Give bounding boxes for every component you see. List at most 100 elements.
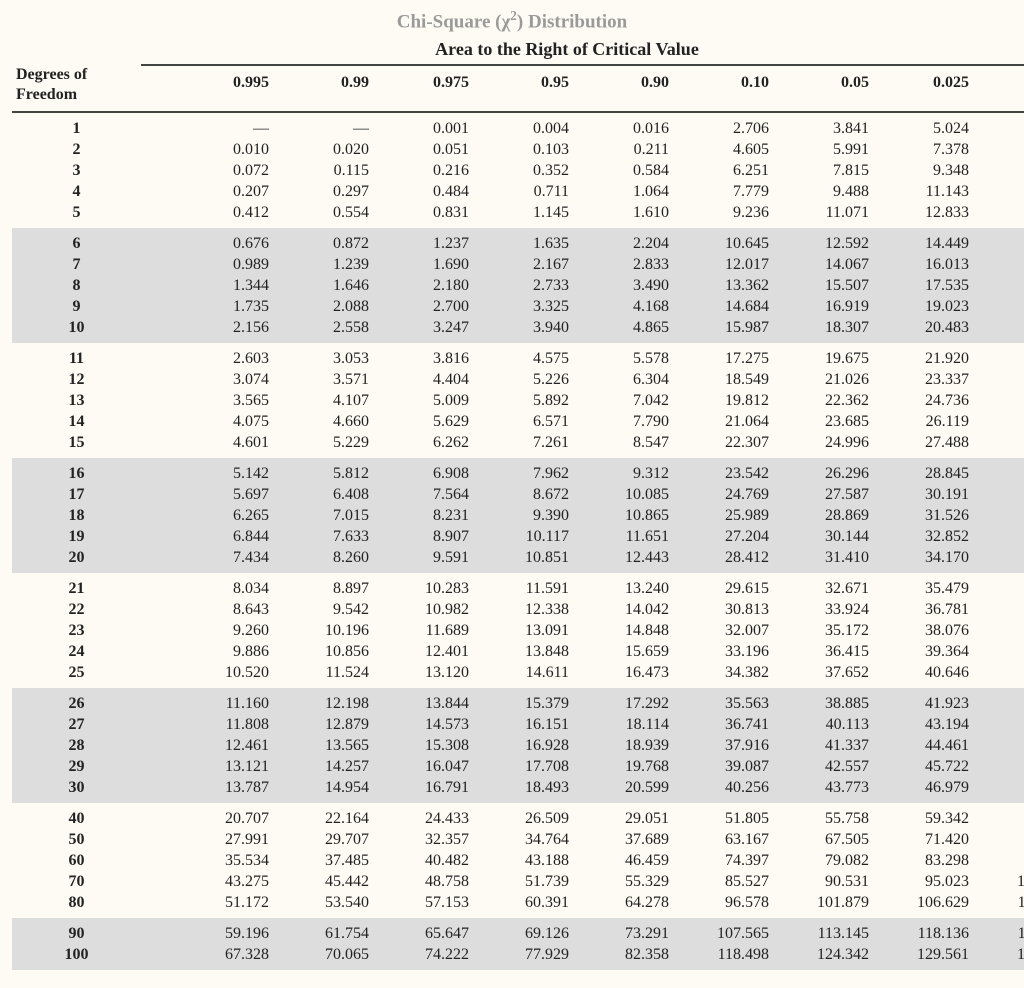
value-cell: 10.085 [579, 484, 679, 505]
table-row: 70.9891.2391.6902.1672.83312.01714.06716… [12, 254, 1024, 275]
value-cell: 21.064 [679, 411, 779, 432]
df-cell: 9 [12, 296, 141, 317]
value-cell: 16.013 [879, 254, 979, 275]
value-cell: 90.531 [779, 871, 879, 892]
df-cell: 23 [12, 620, 141, 641]
value-cell: 1.344 [179, 275, 279, 296]
value-cell: 21.666 [979, 296, 1024, 317]
value-cell: 7.790 [579, 411, 679, 432]
value-cell: — [179, 112, 279, 139]
column-header-0.975: 0.975 [379, 65, 479, 112]
value-cell: 18.493 [479, 777, 579, 803]
value-cell: 29.051 [579, 803, 679, 829]
value-cell: 6.908 [379, 458, 479, 484]
value-cell: 0.072 [179, 160, 279, 181]
value-cell: 5.229 [279, 432, 379, 458]
column-header-0.10: 0.10 [679, 65, 779, 112]
value-cell: 29.615 [679, 573, 779, 599]
value-cell: 71.420 [879, 829, 979, 850]
value-cell: 26.509 [479, 803, 579, 829]
value-cell: 20.090 [979, 275, 1024, 296]
row-spacer [141, 432, 179, 458]
row-spacer [141, 547, 179, 573]
value-cell: 27.991 [179, 829, 279, 850]
row-spacer [141, 317, 179, 343]
value-cell: 5.812 [279, 458, 379, 484]
value-cell: 12.338 [479, 599, 579, 620]
header-row-rule: Degrees of Freedom 0.9950.990.9750.950.9… [12, 65, 1024, 112]
value-cell: 13.091 [479, 620, 579, 641]
value-cell: 42.980 [979, 641, 1024, 662]
row-spacer [141, 343, 179, 369]
value-cell: 14.257 [279, 756, 379, 777]
value-cell: 0.010 [179, 139, 279, 160]
value-cell: 22.362 [779, 390, 879, 411]
row-spacer [141, 892, 179, 918]
df-cell: 50 [12, 829, 141, 850]
row-spacer [141, 641, 179, 662]
df-cell: 2 [12, 139, 141, 160]
value-cell: 19.768 [579, 756, 679, 777]
value-cell: 22.164 [279, 803, 379, 829]
df-cell: 12 [12, 369, 141, 390]
value-cell: 14.449 [879, 228, 979, 254]
value-cell: 4.601 [179, 432, 279, 458]
value-cell: 51.805 [679, 803, 779, 829]
row-spacer [141, 181, 179, 202]
value-cell: 15.507 [779, 275, 879, 296]
value-cell: 30.191 [879, 484, 979, 505]
value-cell: 9.886 [179, 641, 279, 662]
value-cell: 7.633 [279, 526, 379, 547]
value-cell: 96.578 [679, 892, 779, 918]
row-spacer [141, 756, 179, 777]
row-spacer [141, 228, 179, 254]
value-cell: 1.646 [279, 275, 379, 296]
df-cell: 19 [12, 526, 141, 547]
value-cell: 3.571 [279, 369, 379, 390]
value-cell: 48.758 [379, 871, 479, 892]
value-cell: 32.000 [979, 458, 1024, 484]
row-spacer [141, 688, 179, 714]
value-cell: 30.578 [979, 432, 1024, 458]
table-subtitle: Area to the Right of Critical Value [122, 39, 1012, 60]
row-spacer [141, 484, 179, 505]
value-cell: 8.231 [379, 505, 479, 526]
table-row: 239.26010.19611.68913.09114.84832.00735.… [12, 620, 1024, 641]
value-cell: 18.939 [579, 735, 679, 756]
value-cell: 7.434 [179, 547, 279, 573]
table-row: 20.0100.0200.0510.1030.2114.6055.9917.37… [12, 139, 1024, 160]
value-cell: 6.265 [179, 505, 279, 526]
value-cell: 8.547 [579, 432, 679, 458]
value-cell: 10.117 [479, 526, 579, 547]
table-row: 102.1562.5583.2473.9404.86515.98718.3072… [12, 317, 1024, 343]
value-cell: 0.103 [479, 139, 579, 160]
table-row: 5027.99129.70732.35734.76437.68963.16767… [12, 829, 1024, 850]
value-cell: 6.844 [179, 526, 279, 547]
row-spacer [141, 735, 179, 756]
value-cell: 6.408 [279, 484, 379, 505]
value-cell: 36.415 [779, 641, 879, 662]
value-cell: 3.816 [379, 343, 479, 369]
value-cell: 25.989 [679, 505, 779, 526]
value-cell: 1.735 [179, 296, 279, 317]
df-cell: 16 [12, 458, 141, 484]
df-cell: 70 [12, 871, 141, 892]
value-cell: 34.382 [679, 662, 779, 688]
value-cell: 35.534 [179, 850, 279, 871]
df-cell: 15 [12, 432, 141, 458]
df-cell: 14 [12, 411, 141, 432]
value-cell: 19.812 [679, 390, 779, 411]
value-cell: 3.247 [379, 317, 479, 343]
value-cell: 101.879 [779, 892, 879, 918]
value-cell: 55.758 [779, 803, 879, 829]
value-cell: 40.289 [979, 599, 1024, 620]
value-cell: 83.298 [879, 850, 979, 871]
table-row: 2812.46113.56515.30816.92818.93937.91641… [12, 735, 1024, 756]
value-cell: 38.932 [979, 573, 1024, 599]
value-cell: 55.329 [579, 871, 679, 892]
value-cell: 26.119 [879, 411, 979, 432]
table-row: 154.6015.2296.2627.2618.54722.30724.9962… [12, 432, 1024, 458]
value-cell: 3.074 [179, 369, 279, 390]
table-block-2: 112.6033.0533.8164.5755.57817.27519.6752… [12, 343, 1024, 458]
df-cell: 24 [12, 641, 141, 662]
